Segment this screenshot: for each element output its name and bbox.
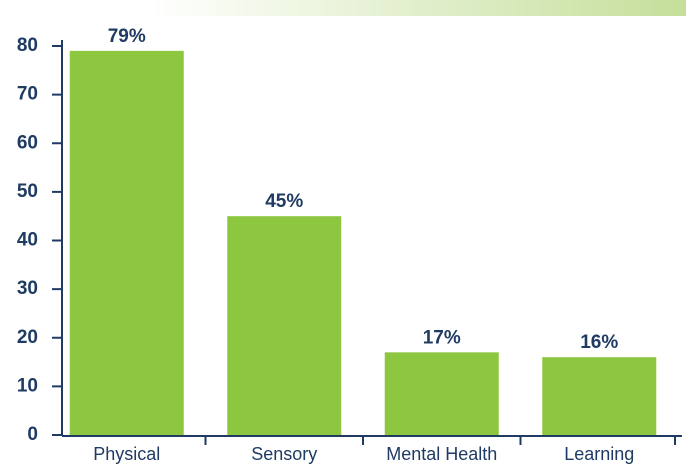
y-tick-label: 60 xyxy=(17,132,38,153)
y-tick-label: 70 xyxy=(17,84,38,105)
value-label: 45% xyxy=(265,191,303,212)
y-tick-label: 40 xyxy=(17,230,38,251)
value-label: 79% xyxy=(108,26,146,47)
bar xyxy=(384,352,499,435)
y-tick-label: 50 xyxy=(17,181,38,202)
x-tick-label: Sensory xyxy=(251,444,317,464)
x-tick-label: Physical xyxy=(93,444,160,464)
bar xyxy=(69,50,184,436)
bar xyxy=(227,216,342,435)
x-tick-label: Learning xyxy=(564,444,634,464)
y-tick-label: 0 xyxy=(27,424,38,445)
y-tick-label: 80 xyxy=(17,35,38,56)
bar xyxy=(542,357,657,435)
x-tick-label: Mental Health xyxy=(386,444,497,464)
header-band xyxy=(150,0,686,16)
value-label: 16% xyxy=(580,332,618,353)
value-label: 17% xyxy=(423,327,461,348)
y-tick-label: 30 xyxy=(17,278,38,299)
y-tick-label: 10 xyxy=(17,375,38,396)
y-tick-label: 20 xyxy=(17,327,38,348)
